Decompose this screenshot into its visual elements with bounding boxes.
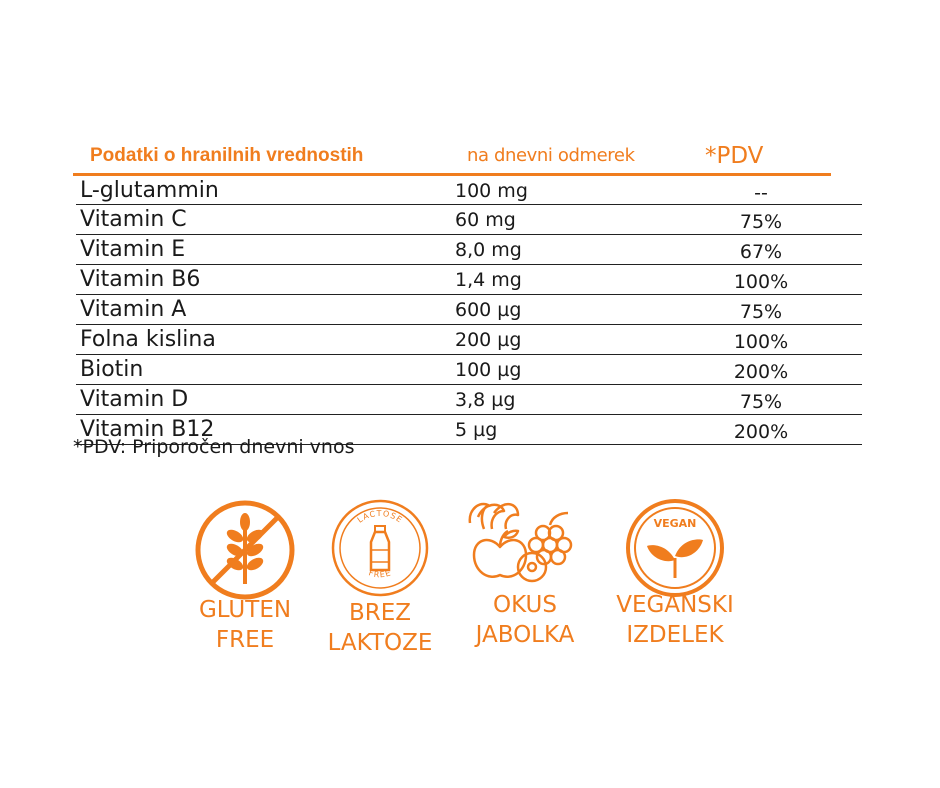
- nutrient-name: Vitamin E: [80, 237, 186, 262]
- nutrient-name: L-glutammin: [80, 178, 219, 203]
- header-underline: [73, 173, 831, 176]
- table-row: L-glutammin 100 mg --: [76, 176, 862, 205]
- vegan-badge: VEGAN VEGANSKI IZDELEK: [605, 490, 745, 660]
- nutrient-value: 600 µg: [455, 299, 522, 321]
- nutrient-name: Folna kislina: [80, 327, 216, 352]
- fruit-basket-icon: [468, 502, 573, 583]
- gluten-free-badge: GLUTEN FREE: [180, 490, 310, 660]
- table-title: Podatki o hranilnih vrednostih: [90, 145, 364, 166]
- nutrient-value: 60 mg: [455, 209, 516, 231]
- nutrient-pdv: 100%: [733, 331, 789, 353]
- wheat-crossed-icon: [195, 500, 295, 600]
- table-row: Vitamin B6 1,4 mg 100%: [76, 265, 862, 295]
- lactose-free-label: BREZ LAKTOZE: [327, 600, 433, 656]
- lactose-free-badge: LACTOSE FREE BREZ LAKTOZE: [315, 490, 445, 660]
- nutrient-name: Biotin: [80, 357, 144, 382]
- table-row: Biotin 100 µg 200%: [76, 355, 862, 385]
- leaf-sprout-icon: VEGAN: [626, 499, 724, 597]
- table-row: Vitamin B12 5 µg 200%: [76, 415, 862, 445]
- nutrient-name: Vitamin A: [80, 297, 187, 322]
- nutrient-value: 8,0 mg: [455, 239, 522, 261]
- apple-flavor-badge: OKUS JABOLKA: [455, 490, 595, 660]
- nutrient-pdv: 200%: [733, 421, 789, 443]
- nutrient-pdv: 75%: [739, 301, 783, 323]
- nutrient-pdv: 75%: [739, 391, 783, 413]
- dose-column-header: na dnevni odmerek: [467, 145, 635, 166]
- apple-flavor-label: OKUS JABOLKA: [475, 592, 575, 648]
- nutrition-table: L-glutammin 100 mg -- Vitamin C 60 mg 75…: [76, 176, 862, 445]
- gluten-free-label: GLUTEN FREE: [198, 597, 292, 653]
- table-row: Vitamin A 600 µg 75%: [76, 295, 862, 325]
- nutrient-value: 3,8 µg: [455, 389, 516, 411]
- table-row: Vitamin D 3,8 µg 75%: [76, 385, 862, 415]
- nutrient-pdv: 67%: [739, 241, 783, 263]
- milk-bottle-icon: LACTOSE FREE: [331, 499, 429, 597]
- nutrient-value: 200 µg: [455, 329, 522, 351]
- pdv-footnote: *PDV: Priporočen dnevni vnos: [73, 436, 355, 458]
- table-row: Vitamin E 8,0 mg 67%: [76, 235, 862, 265]
- nutrient-name: Vitamin D: [80, 387, 189, 412]
- svg-text:FREE: FREE: [367, 568, 392, 579]
- nutrient-pdv: 200%: [733, 361, 789, 383]
- nutrient-value: 100 µg: [455, 359, 522, 381]
- nutrient-pdv: --: [754, 182, 768, 204]
- vegan-label: VEGANSKI IZDELEK: [616, 592, 734, 648]
- nutrient-pdv: 75%: [739, 211, 783, 233]
- nutrient-name: Vitamin C: [80, 207, 187, 232]
- nutrient-pdv: 100%: [733, 271, 789, 293]
- table-row: Vitamin C 60 mg 75%: [76, 205, 862, 235]
- nutrient-value: 1,4 mg: [455, 269, 522, 291]
- nutrient-name: Vitamin B12: [80, 417, 215, 442]
- nutrient-value: 100 mg: [455, 180, 528, 202]
- nutrient-value: 5 µg: [455, 419, 498, 441]
- nutrient-name: Vitamin B6: [80, 267, 201, 292]
- table-row: Folna kislina 200 µg 100%: [76, 325, 862, 355]
- table-header: Podatki o hranilnih vrednostih na dnevni…: [0, 140, 940, 176]
- pdv-column-header: *PDV: [705, 143, 764, 169]
- svg-text:VEGAN: VEGAN: [654, 517, 697, 530]
